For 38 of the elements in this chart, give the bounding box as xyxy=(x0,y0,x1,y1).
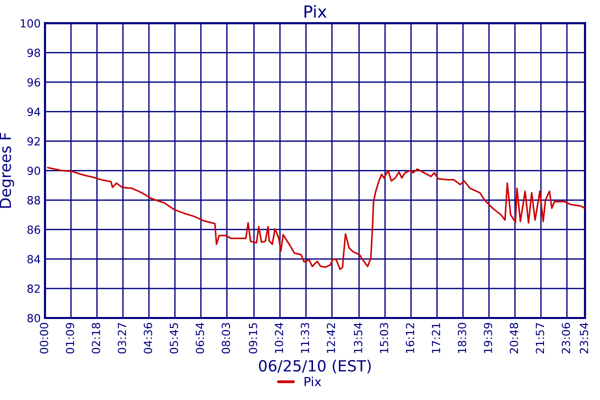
x-tick-label: 21:57 xyxy=(536,323,544,354)
y-tick-label: 98 xyxy=(27,48,40,58)
y-tick-label: 80 xyxy=(27,314,40,322)
x-tick-label: 04:36 xyxy=(144,322,152,354)
y-tick-label: 90 xyxy=(27,166,40,175)
chart-title: Pix xyxy=(304,4,327,18)
x-tick-label: 00:00 xyxy=(40,322,48,354)
x-tick-label: 09:15 xyxy=(248,323,258,354)
x-tick-label: 18:30 xyxy=(458,322,466,353)
y-tick-label: 86 xyxy=(27,226,40,234)
x-tick-label: 19:39 xyxy=(484,322,492,353)
x-tick-label: 03:27 xyxy=(118,323,126,354)
line-series xyxy=(46,166,585,270)
x-tick-label: 10:24 xyxy=(274,322,284,353)
x-tick-label: 15:03 xyxy=(380,323,388,353)
x-tick-label: 08:03 xyxy=(222,323,230,354)
y-axis-title: Degrees F xyxy=(0,132,14,208)
x-tick-label: 12:42 xyxy=(326,323,336,353)
x-tick-label: 17:21 xyxy=(432,323,440,353)
x-tick-label: 23:06 xyxy=(562,322,570,354)
y-tick-label: 94 xyxy=(27,108,40,116)
x-tick-label: 06:54 xyxy=(196,322,204,354)
x-tick-label: 01:09 xyxy=(66,322,74,354)
y-tick-label: 100 xyxy=(20,19,40,28)
x-tick-label: 11:33 xyxy=(300,323,310,353)
x-tick-label: 13:54 xyxy=(354,322,362,353)
y-tick-label: 88 xyxy=(27,196,40,204)
y-tick-label: 96 xyxy=(27,78,40,87)
x-tick-label: 16:12 xyxy=(406,323,414,353)
x-tick-label: 23:54 xyxy=(580,322,588,354)
x-tick-label: 05:45 xyxy=(170,323,178,354)
x-tick-label: 02:18 xyxy=(92,322,100,354)
x-tick-label: 20:48 xyxy=(510,322,518,354)
y-tick-label: 82 xyxy=(27,284,40,293)
y-tick-label: 92 xyxy=(27,137,40,146)
x-axis-title: 06/25/10 (EST) xyxy=(258,360,371,374)
legend-label: Pix xyxy=(304,376,322,386)
y-tick-label: 84 xyxy=(27,255,40,264)
